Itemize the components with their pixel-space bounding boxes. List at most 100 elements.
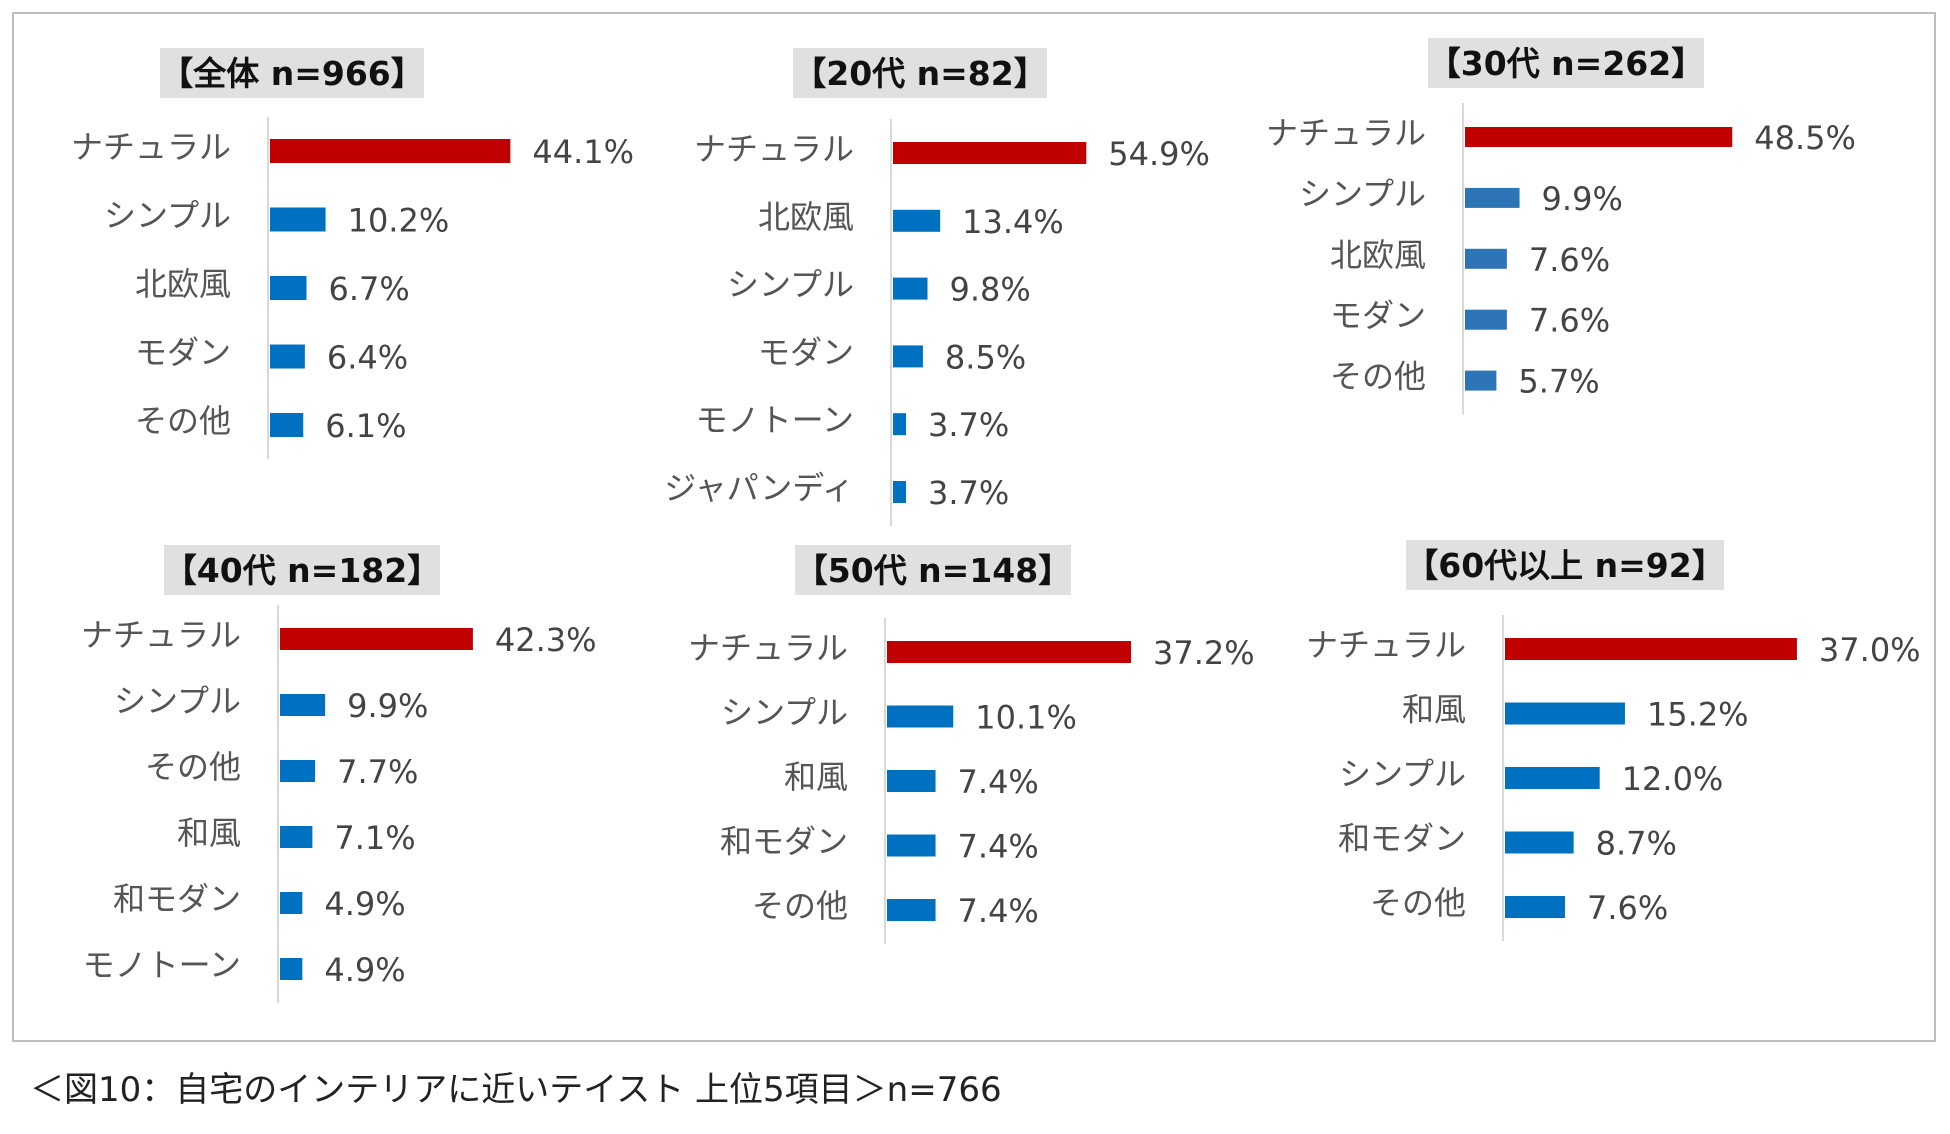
- category-label: その他: [1330, 358, 1426, 396]
- bar: [893, 209, 941, 232]
- bar: [270, 276, 307, 300]
- bar: [280, 892, 303, 914]
- data-label: 9.9%: [1542, 180, 1623, 218]
- bar: [887, 705, 954, 728]
- category-label: その他: [752, 887, 848, 925]
- bar: [1465, 309, 1507, 330]
- bar: [1505, 896, 1565, 918]
- bar: [1505, 767, 1600, 789]
- category-label: 和風: [784, 758, 848, 796]
- bar: [1465, 187, 1520, 208]
- bar: [270, 207, 326, 232]
- bar: [280, 958, 303, 980]
- bar: [280, 694, 326, 716]
- category-label: シンプル: [721, 694, 848, 732]
- bar: [280, 628, 473, 650]
- data-label: 6.4%: [327, 339, 408, 377]
- chart-title-box: [1406, 540, 1724, 590]
- category-label: ナチュラル: [1266, 114, 1426, 152]
- bar: [1505, 638, 1797, 660]
- chart-title-box: [1428, 38, 1704, 88]
- chart-title-box: [793, 48, 1047, 98]
- data-label: 12.0%: [1622, 760, 1724, 798]
- data-label: 7.6%: [1529, 302, 1610, 340]
- data-label: 8.7%: [1596, 825, 1677, 863]
- bar: [270, 139, 511, 163]
- data-label: 4.9%: [324, 951, 405, 989]
- data-label: 8.5%: [945, 338, 1026, 376]
- bar: [280, 826, 313, 848]
- figure-frame: [12, 12, 1936, 1042]
- bar: [893, 481, 907, 503]
- category-label: モノトーン: [83, 946, 241, 984]
- data-label: 3.7%: [928, 406, 1009, 444]
- data-label: 7.6%: [1529, 241, 1610, 279]
- chart-title-box: [164, 545, 440, 595]
- category-label: 和モダン: [113, 880, 241, 918]
- chart-title: 【40代 n=182】: [164, 551, 440, 590]
- data-label: 3.7%: [928, 474, 1009, 512]
- data-label: 7.4%: [958, 763, 1039, 801]
- category-label: シンプル: [1339, 755, 1466, 793]
- data-label: 5.7%: [1518, 363, 1599, 401]
- data-label: 44.1%: [532, 133, 634, 171]
- chart-title-box: [160, 48, 424, 98]
- chart-title-box: [795, 545, 1071, 595]
- bar: [1465, 370, 1497, 391]
- bar: [887, 641, 1132, 663]
- chart-title: 【30代 n=262】: [1428, 44, 1704, 83]
- data-label: 7.6%: [1587, 889, 1668, 927]
- data-label: 6.7%: [329, 270, 410, 308]
- bar: [893, 142, 1087, 164]
- category-label: その他: [145, 748, 241, 786]
- bar: [280, 760, 316, 782]
- bar: [1465, 248, 1507, 269]
- category-label: モノトーン: [696, 401, 854, 439]
- data-label: 10.1%: [975, 699, 1077, 737]
- data-label: 9.9%: [347, 687, 428, 725]
- bar: [1465, 127, 1733, 147]
- category-label: ナチュラル: [71, 128, 231, 166]
- data-label: 13.4%: [962, 203, 1064, 241]
- data-label: 9.8%: [949, 271, 1030, 309]
- category-label: ナチュラル: [694, 130, 854, 168]
- chart-title: 【50代 n=148】: [795, 551, 1071, 590]
- bar: [887, 770, 936, 792]
- data-label: 4.9%: [324, 885, 405, 923]
- category-label: 和風: [177, 814, 241, 852]
- category-label: シンプル: [727, 266, 854, 304]
- category-label: 北欧風: [1330, 236, 1426, 274]
- category-label: ナチュラル: [1306, 626, 1466, 664]
- bar: [1505, 831, 1574, 854]
- category-label: その他: [1370, 884, 1466, 922]
- data-label: 7.4%: [958, 892, 1039, 930]
- data-label: 54.9%: [1108, 135, 1210, 173]
- bar: [893, 277, 928, 300]
- category-label: 北欧風: [758, 198, 854, 236]
- bar: [893, 345, 923, 368]
- bar: [270, 344, 305, 369]
- category-label: ナチュラル: [688, 629, 848, 667]
- data-label: 7.7%: [337, 753, 418, 791]
- category-label: 北欧風: [135, 265, 231, 303]
- data-label: 7.4%: [958, 828, 1039, 866]
- category-label: モダン: [758, 333, 854, 371]
- figure-caption: ＜図10：自宅のインテリアに近いテイスト 上位5項目＞n=766: [30, 1070, 1002, 1110]
- category-label: ナチュラル: [81, 616, 241, 654]
- data-label: 37.2%: [1153, 634, 1255, 672]
- category-label: 和モダン: [720, 823, 848, 861]
- data-label: 10.2%: [348, 202, 450, 240]
- bar: [893, 413, 907, 436]
- data-label: 48.5%: [1754, 119, 1856, 157]
- data-label: 37.0%: [1819, 631, 1921, 669]
- bar: [1505, 702, 1625, 725]
- category-label: 和モダン: [1338, 820, 1466, 858]
- data-label: 15.2%: [1647, 696, 1749, 734]
- category-label: シンプル: [104, 197, 231, 235]
- category-label: シンプル: [114, 682, 241, 720]
- category-label: シンプル: [1299, 175, 1426, 213]
- category-label: モダン: [135, 334, 231, 372]
- bar: [887, 834, 936, 857]
- chart-title: 【全体 n=966】: [160, 54, 424, 93]
- bar: [270, 413, 304, 437]
